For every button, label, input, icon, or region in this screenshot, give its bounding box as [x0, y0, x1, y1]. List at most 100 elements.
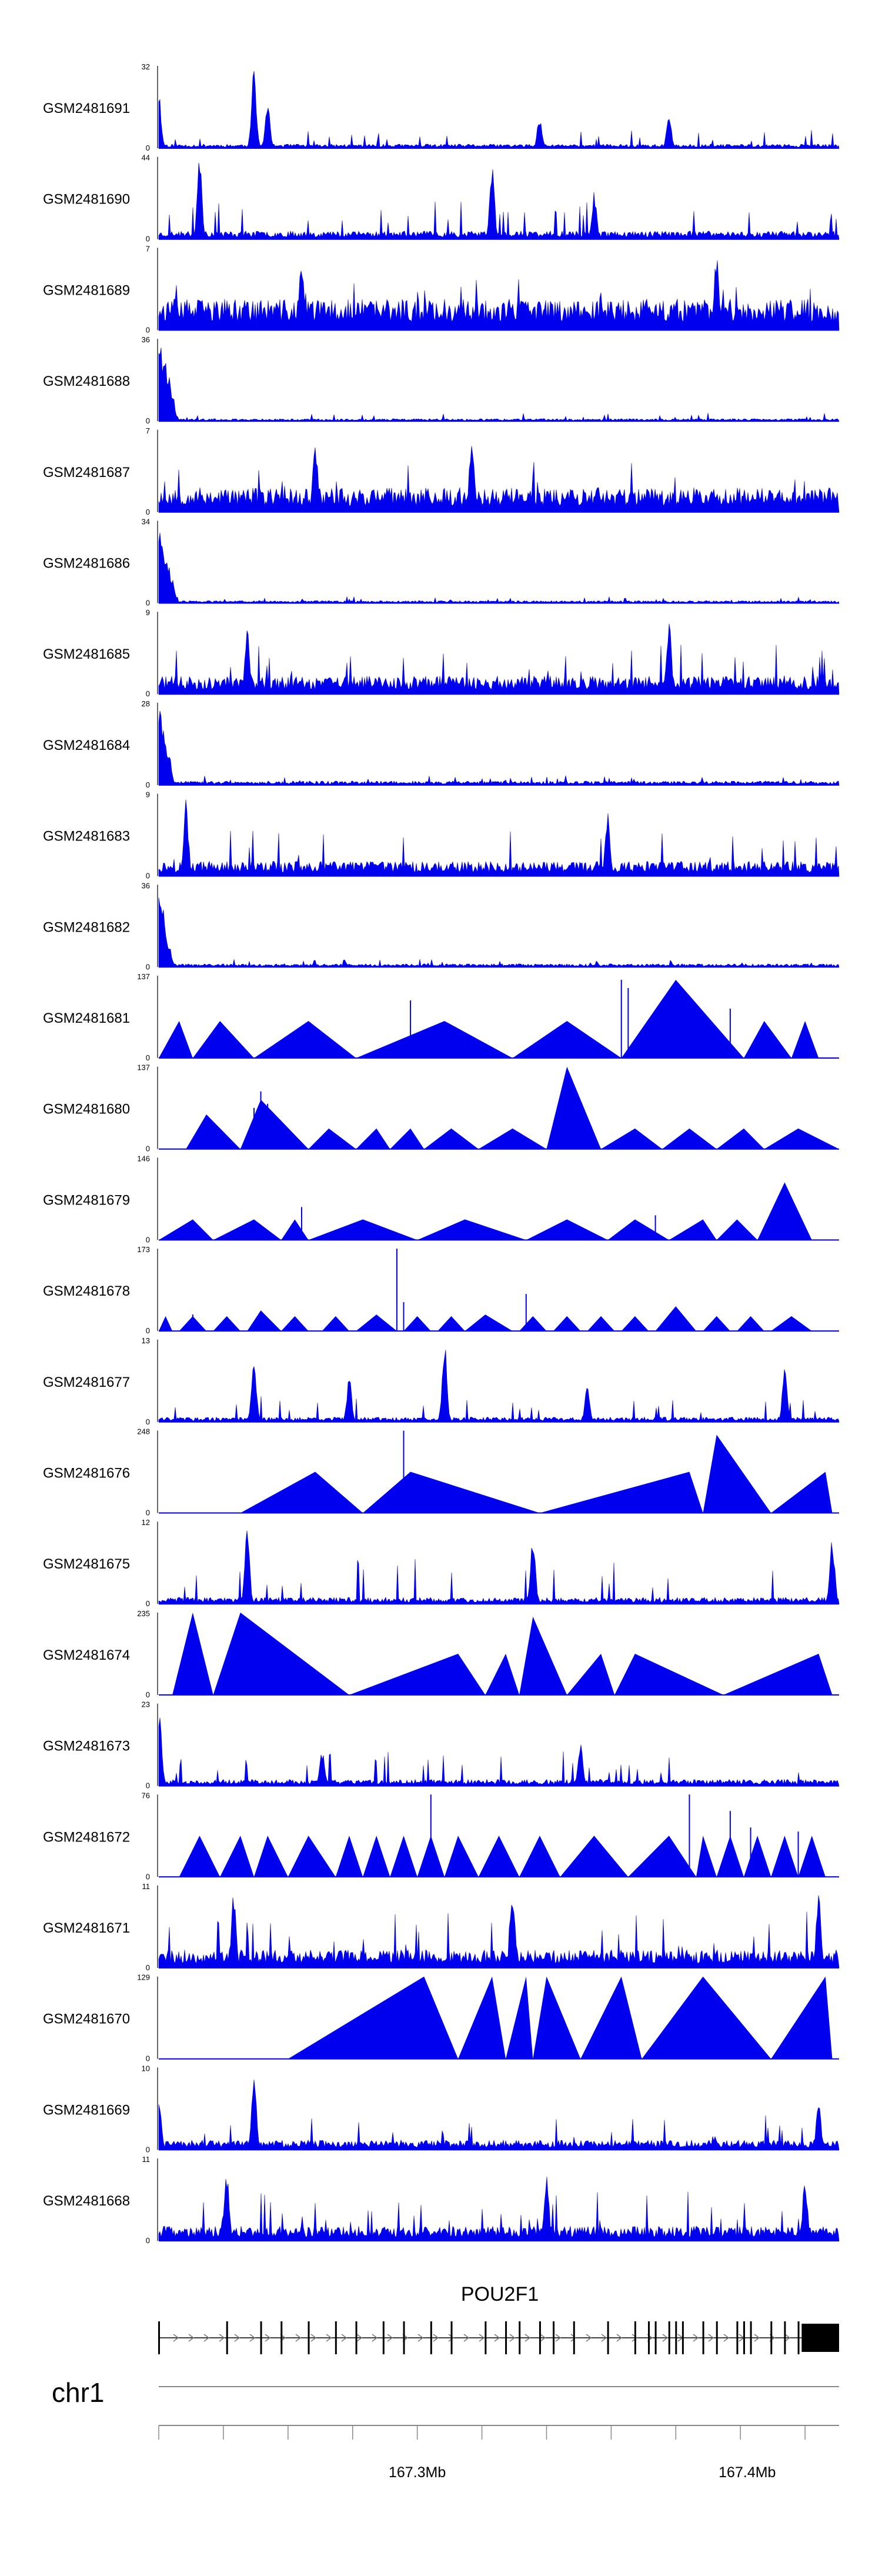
signal-peak — [757, 1182, 812, 1240]
signal-area — [158, 532, 840, 603]
signal-peak — [288, 1836, 336, 1877]
track-label: GSM2481684 — [43, 738, 130, 753]
track: GSM2481668 11 0 — [43, 2155, 840, 2245]
strand-arrow — [601, 2334, 607, 2342]
y-max-label: 7 — [146, 426, 150, 435]
signal-peak — [771, 1316, 812, 1332]
chromosome-label: chr1 — [52, 2377, 104, 2408]
track: GSM2481677 13 0 — [43, 1336, 840, 1426]
track: GSM2481685 9 0 — [43, 608, 840, 698]
track-label: GSM2481685 — [43, 646, 130, 662]
signal-peak — [601, 1128, 663, 1149]
strand-arrow — [479, 2334, 485, 2342]
signal-area — [158, 1895, 840, 1968]
y-min-label: 0 — [146, 416, 150, 425]
signal-peak — [519, 1616, 567, 1695]
track: GSM2481673 23 0 — [43, 1700, 840, 1790]
axis-tick-label: 167.4Mb — [719, 2464, 776, 2481]
signal-peak — [580, 1976, 642, 2059]
signal-area — [158, 1530, 840, 1604]
strand-arrow — [540, 2334, 546, 2342]
track: GSM2481690 44 0 — [43, 154, 840, 243]
gene-exon — [260, 2321, 262, 2354]
y-min-label: 0 — [146, 1417, 150, 1426]
signal-peak — [444, 1836, 479, 1877]
track: GSM2481691 32 0 — [43, 62, 840, 152]
signal-peak — [478, 1128, 547, 1149]
strand-arrow — [632, 2334, 638, 2342]
track-label: GSM2481678 — [43, 1283, 130, 1299]
track: GSM2481681 137 0 — [43, 972, 839, 1062]
signal-area — [158, 162, 840, 239]
track: GSM2481675 12 0 — [43, 1518, 840, 1608]
signal-area — [158, 799, 840, 876]
y-min-label: 0 — [146, 2054, 150, 2063]
axis-tick-label: 167.3Mb — [389, 2464, 446, 2481]
track: GSM2481688 36 0 — [43, 335, 840, 425]
signal-peak — [356, 1021, 513, 1058]
signal-peak — [478, 1836, 520, 1877]
track-label: GSM2481690 — [43, 192, 130, 208]
signal-peak — [669, 1219, 717, 1240]
gene-exon — [450, 2321, 453, 2354]
signal-peak — [798, 1836, 826, 1877]
gene-exon — [770, 2321, 773, 2354]
track: GSM2481686 34 0 — [43, 518, 840, 608]
signal-area — [158, 446, 840, 513]
gene-exon — [519, 2321, 521, 2354]
signal-peak — [642, 1976, 771, 2059]
y-max-label: 34 — [142, 518, 150, 526]
gene-exon — [485, 2321, 487, 2354]
y-min-label: 0 — [146, 1690, 150, 1699]
signal-peak — [771, 1976, 833, 2059]
y-max-label: 9 — [146, 608, 150, 617]
y-max-label: 248 — [137, 1427, 150, 1436]
signal-peak — [240, 1099, 309, 1149]
signal-peak — [696, 1836, 717, 1877]
track-label: GSM2481681 — [43, 1010, 130, 1026]
strand-arrow — [784, 2334, 791, 2342]
signal-peak — [356, 1128, 390, 1149]
signal-peak — [703, 1316, 730, 1332]
strand-arrow — [723, 2334, 730, 2342]
signal-peak — [526, 1219, 608, 1240]
y-max-label: 129 — [137, 1973, 150, 1982]
gene-utr-block — [801, 2324, 839, 2352]
y-min-label: 0 — [146, 325, 150, 334]
track: GSM2481680 137 0 — [43, 1063, 839, 1153]
track-label: GSM2481682 — [43, 919, 130, 935]
y-max-label: 12 — [142, 1518, 150, 1527]
track: GSM2481687 7 0 — [43, 426, 840, 516]
y-min-label: 0 — [146, 1599, 150, 1608]
signal-area — [158, 897, 840, 967]
signal-area — [158, 1717, 840, 1786]
y-max-label: 137 — [137, 1063, 150, 1072]
signal-peak — [335, 1836, 363, 1877]
signal-peak — [356, 1314, 397, 1332]
y-min-label: 0 — [146, 235, 150, 243]
y-max-label: 36 — [142, 881, 150, 890]
track: GSM2481669 10 0 — [43, 2064, 840, 2154]
signal-area — [158, 2079, 840, 2150]
track-label: GSM2481673 — [43, 1739, 130, 1754]
gene-exon — [430, 2321, 432, 2354]
y-max-label: 137 — [137, 972, 150, 981]
signal-peak — [159, 1219, 213, 1240]
strand-arrow — [356, 2334, 363, 2342]
strand-arrow — [326, 2334, 332, 2342]
signal-peak — [587, 1316, 615, 1332]
signal-peak — [553, 1316, 581, 1332]
signal-area — [158, 71, 840, 149]
y-max-label: 36 — [142, 335, 150, 344]
y-min-label: 0 — [146, 144, 150, 152]
signal-peak — [390, 1128, 425, 1149]
track: GSM2481679 146 0 — [43, 1154, 839, 1244]
y-min-label: 0 — [146, 1781, 150, 1790]
gene-exon — [668, 2321, 670, 2354]
signal-peak — [213, 1612, 349, 1695]
y-max-label: 146 — [137, 1154, 150, 1163]
signal-peak — [220, 1836, 254, 1877]
y-max-label: 13 — [142, 1336, 150, 1345]
signal-peak — [417, 1219, 526, 1240]
signal-peak — [539, 1471, 703, 1513]
